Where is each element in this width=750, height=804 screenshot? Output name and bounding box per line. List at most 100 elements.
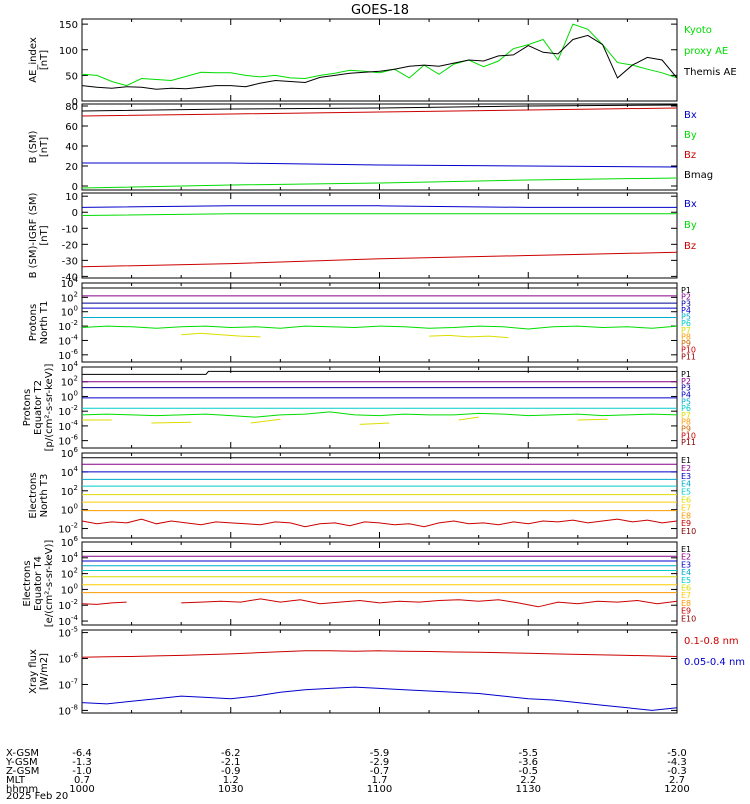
x-axis-value: 1000 (69, 784, 94, 795)
legend-entry: 0.1-0.8 nm (684, 636, 739, 647)
legend-entry: P11 (681, 352, 696, 361)
y-tick-label: 10-5 (58, 626, 78, 640)
legend-entry: E10 (681, 614, 696, 623)
legend-entry: P3 (681, 299, 691, 308)
legend-entry: E10 (681, 527, 696, 536)
y-tick-label: 150 (59, 20, 78, 31)
legend-entry: E5 (681, 576, 691, 585)
y-tick-label: 10-2 (58, 404, 78, 418)
legend-entry: P4 (681, 390, 691, 399)
series-line (81, 34, 678, 90)
legend-entry: Bz (684, 150, 696, 161)
panel-8: 10-5 10-6 10-7 10-8 Xray flux [W/m2] 0.1-0.8 n… (28, 626, 745, 718)
legend-entry: E2 (681, 464, 691, 473)
series-line (81, 518, 678, 528)
x-axis-value: -5.9 (370, 748, 390, 759)
legend-entry: P2 (681, 377, 691, 386)
x-axis-value: -3.6 (518, 757, 538, 768)
y-tick-label: 0 (72, 97, 78, 108)
y-tick-label: -10 (62, 224, 78, 235)
y-tick-label: 20 (65, 162, 78, 173)
series-line (151, 421, 192, 424)
y-tick-label: 10-7 (58, 677, 78, 691)
legend-entry: Bx (684, 199, 697, 210)
y-tick-label: 10-8 (58, 703, 78, 717)
legend-entry: P7 (681, 326, 691, 335)
y-axis-label: Xray flux (28, 649, 39, 694)
legend-entry: P8 (681, 332, 691, 341)
y-axis-label: [nT] (39, 137, 50, 157)
legend-entry: E9 (681, 607, 691, 616)
legend-entry: E4 (681, 568, 691, 577)
panel-2: 0 20 40 60 80 B (SM) [nT] Bx By Bz Bmag (28, 102, 713, 193)
y-tick-label: 102 (61, 290, 78, 304)
legend-entry: P9 (681, 339, 691, 348)
y-axis-label: AE_index (28, 37, 39, 83)
y-tick-label: 10-2 (58, 319, 78, 333)
x-axis-value: -0.3 (667, 766, 687, 777)
y-tick-label: 102 (61, 375, 78, 389)
series-line (250, 418, 281, 424)
legend-entry: Themis AE (683, 67, 737, 78)
series-line (82, 370, 677, 375)
panel-frame (81, 452, 678, 539)
y-axis-label: B (SM)-IGRF (SM) (28, 193, 39, 279)
legend-entry: P11 (681, 438, 696, 447)
panel-3: 10 0 -10 -20 -30 -40 B (SM)-IGRF (SM) [nT] Bx By B… (28, 192, 697, 283)
x-axis-row-label: Y-GSM (5, 757, 38, 768)
x-axis-value: -1.0 (72, 766, 92, 777)
series-line (81, 107, 678, 117)
y-tick-label: 10-6 (58, 434, 78, 448)
y-tick-label: 102 (61, 567, 78, 581)
series-line (81, 601, 127, 605)
x-axis-value: -1.3 (72, 757, 92, 768)
x-axis-row-label: Z-GSM (6, 766, 39, 777)
legend-entry: P1 (681, 370, 691, 379)
x-axis-value: -6.4 (72, 748, 92, 759)
legend-entry: P10 (681, 346, 696, 355)
series-line (81, 23, 678, 87)
legend-entry: E8 (681, 511, 691, 520)
legend-entry: E3 (681, 560, 691, 569)
y-tick-label: 10-6 (58, 652, 78, 666)
y-tick-label: 100 (61, 389, 78, 403)
y-tick-label: 80 (65, 102, 78, 113)
x-axis-value: -0.7 (370, 766, 390, 777)
series-line (81, 325, 678, 330)
x-axis-value: 1.2 (223, 775, 239, 786)
x-axis-value: -0.9 (221, 766, 241, 777)
legend-entry: P4 (681, 306, 691, 315)
y-tick-label: 10-4 (58, 614, 78, 628)
x-axis-value: 1130 (516, 784, 541, 795)
legend-entry: Bmag (684, 170, 713, 181)
legend-entry: E5 (681, 488, 691, 497)
y-tick-label: 100 (61, 582, 78, 596)
legend-entry: P5 (681, 397, 691, 406)
legend-entry: E2 (681, 553, 691, 562)
y-tick-label: 100 (61, 305, 78, 319)
legend-entry: P8 (681, 418, 691, 427)
series-line (81, 251, 678, 268)
x-axis-value: -4.3 (667, 757, 687, 768)
y-tick-label: 100 (59, 46, 78, 57)
y-tick-label: 60 (65, 122, 78, 133)
series-line (81, 213, 677, 216)
y-tick-label: 50 (65, 71, 78, 82)
series-line (458, 416, 479, 421)
legend-entry: E7 (681, 591, 691, 600)
legend-entry: P9 (681, 425, 691, 434)
x-axis-value: -2.9 (370, 757, 390, 768)
legend-entry: Bx (684, 110, 697, 121)
y-tick-label: 10-2 (58, 522, 78, 536)
x-axis-row-label: X-GSM (6, 748, 39, 759)
y-tick-label: -20 (62, 240, 78, 251)
y-tick-label: 102 (61, 484, 78, 498)
y-axis-label: Electrons (22, 560, 33, 606)
x-axis-value: 2.7 (669, 775, 685, 786)
series-line (81, 650, 678, 658)
